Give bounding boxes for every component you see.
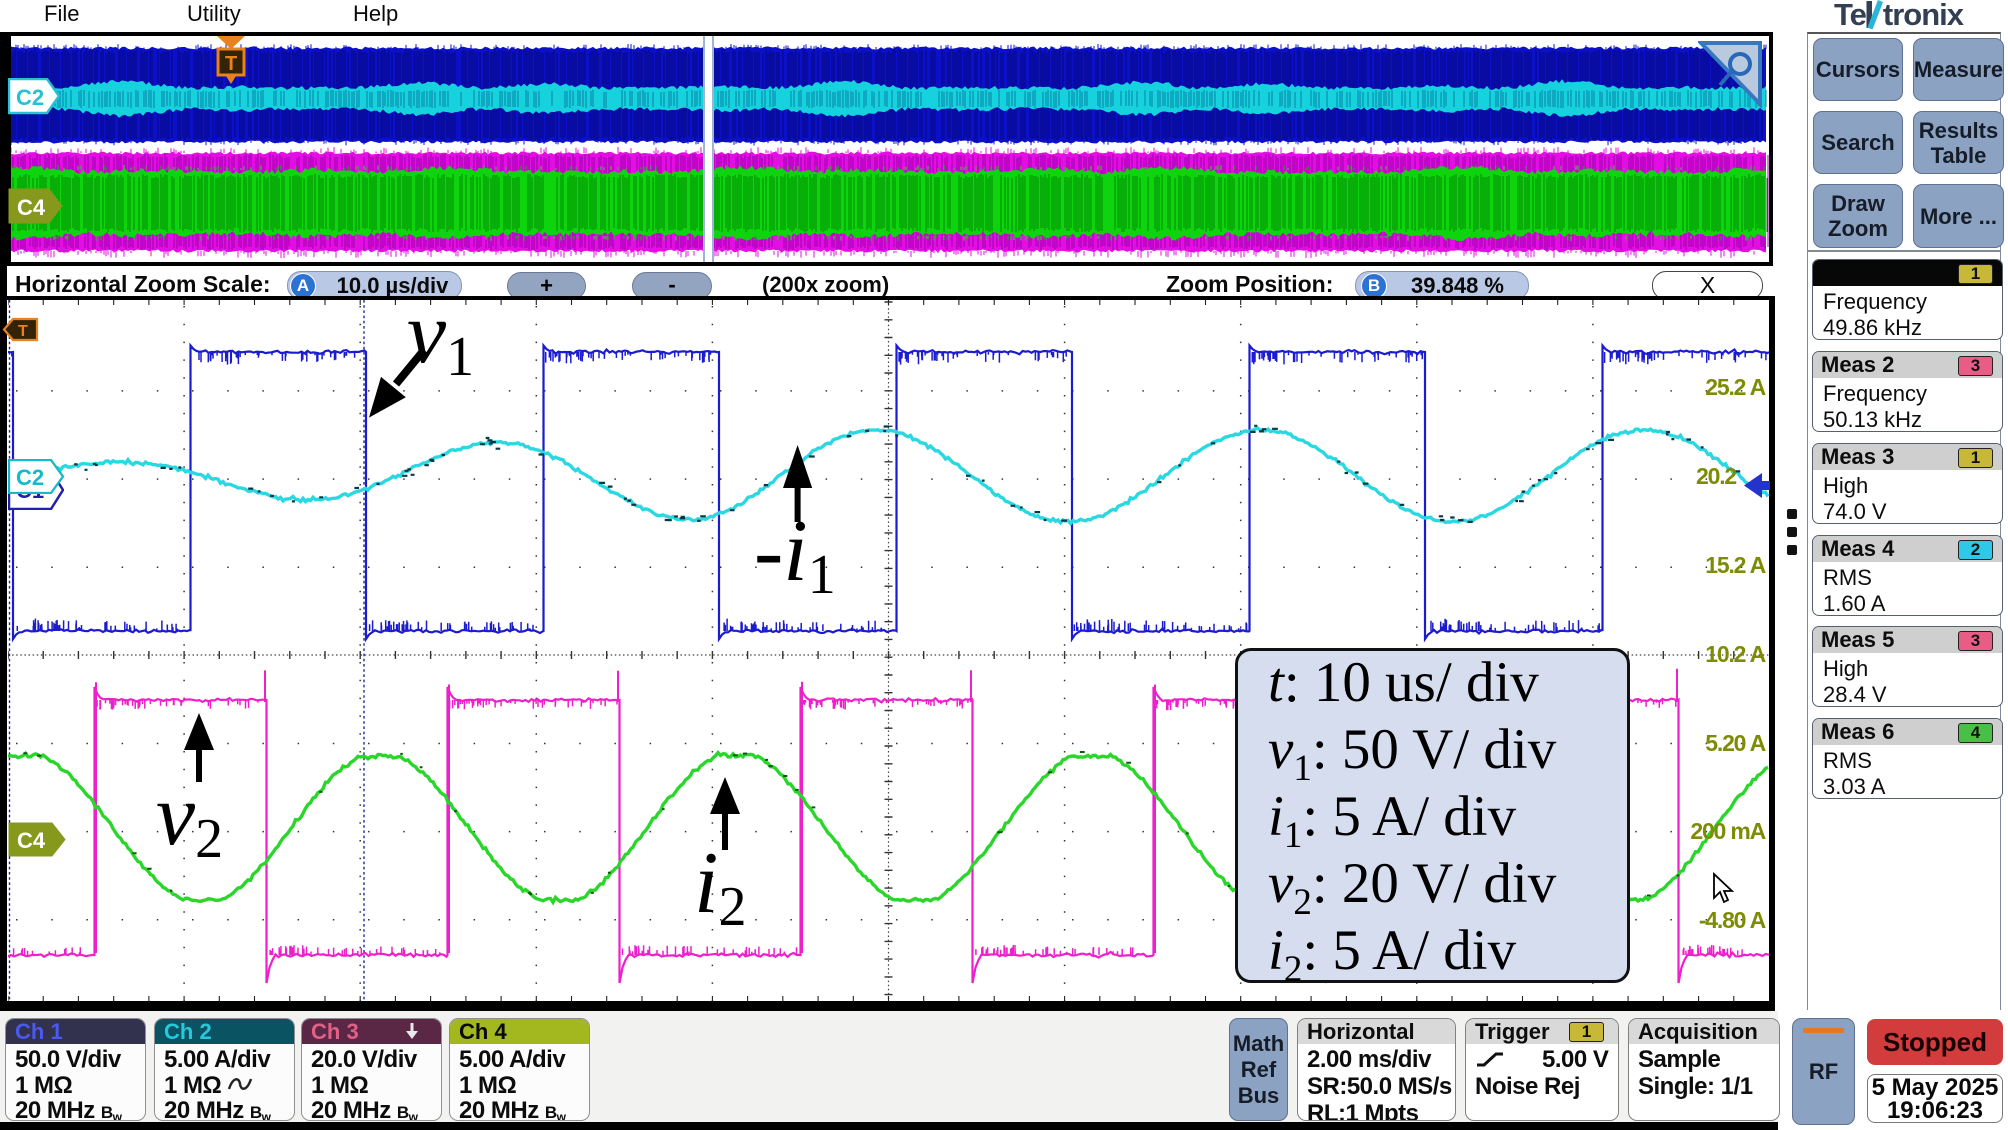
svg-text:T: T — [18, 323, 28, 340]
svg-text:C4: C4 — [17, 828, 46, 853]
svg-text:C2: C2 — [16, 465, 44, 490]
svg-text:C2: C2 — [16, 85, 44, 110]
svg-text:C4: C4 — [17, 195, 46, 220]
svg-text:T: T — [225, 53, 237, 75]
